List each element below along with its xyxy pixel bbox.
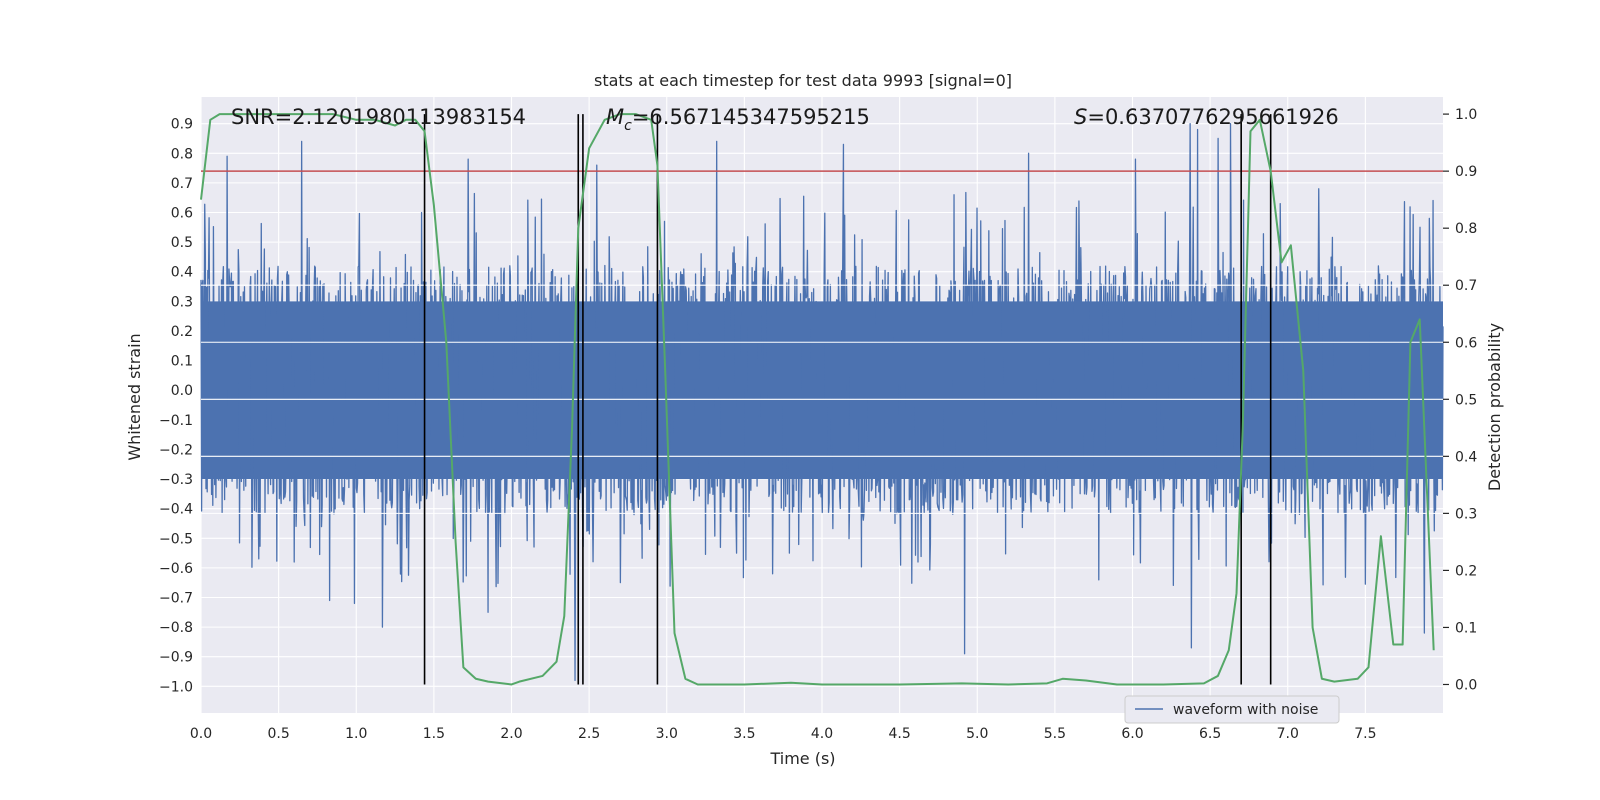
y-right-tick-label: 0.2 (1455, 563, 1477, 579)
y-left-tick-label: 0.1 (171, 354, 193, 370)
y-left-tick-label: 0.3 (171, 294, 193, 310)
x-tick-label: 2.5 (578, 726, 600, 742)
x-tick-label: 7.5 (1354, 726, 1376, 742)
x-tick-label: 1.0 (345, 726, 367, 742)
x-tick-label: 6.5 (1199, 726, 1221, 742)
y-left-tick-label: 0.4 (171, 265, 193, 281)
chirp-mass-subscript: c (624, 118, 632, 134)
y-left-tick-label: 0.6 (171, 206, 193, 222)
y-right-tick-label: 0.1 (1455, 620, 1477, 636)
y-left-tick-label: −0.9 (159, 650, 193, 666)
y-right-tick-label: 0.8 (1455, 221, 1477, 237)
chirp-mass-value: =6.567145347595215 (632, 105, 870, 129)
chirp-mass-symbol: M (606, 105, 624, 129)
y-left-tick-label: 0.7 (171, 176, 193, 192)
x-tick-label: 3.5 (733, 726, 755, 742)
x-tick-label: 4.0 (811, 726, 833, 742)
probability-line (200, 113, 1435, 686)
chart-title: stats at each timestep for test data 999… (594, 71, 1012, 90)
x-tick-label: 5.5 (1044, 726, 1066, 742)
y-left-tick-label: −0.5 (159, 531, 193, 547)
y-left-tick-label: −0.4 (159, 502, 193, 518)
waveform-line (200, 123, 1444, 682)
y-right-tick-label: 0.3 (1455, 506, 1477, 522)
y-left-tick-label: −0.6 (159, 561, 193, 577)
y-right-tick-label: 0.6 (1455, 335, 1477, 351)
legend-box (1124, 695, 1340, 724)
spin-value: =0.6370776295661926 (1087, 105, 1338, 129)
x-tick-label: 4.5 (888, 726, 910, 742)
y-right-tick-label: 0.5 (1455, 392, 1477, 408)
chirp-mass-annotation: Mc=6.567145347595215 (606, 105, 870, 134)
waveform-series (200, 123, 1444, 682)
y-right-tick-label: 1.0 (1455, 107, 1477, 123)
x-tick-label: 1.5 (423, 726, 445, 742)
y-axis-label-right: Detection probability (1485, 323, 1504, 491)
y-left-tick-label: 0.2 (171, 324, 193, 340)
x-axis-label: Time (s) (769, 749, 835, 768)
x-tick-label: 0.0 (190, 726, 212, 742)
spin-annotation: S=0.6370776295661926 (1074, 105, 1339, 129)
spin-symbol: S (1074, 105, 1087, 129)
y-left-tick-label: −0.3 (159, 472, 193, 488)
snr-annotation: SNR=2.1201980113983154 (231, 105, 526, 129)
y-right-tick-label: 0.7 (1455, 278, 1477, 294)
y-right-tick-label: 0.4 (1455, 449, 1477, 465)
y-left-tick-label: −0.2 (159, 442, 193, 458)
threshold-line (201, 170, 1443, 514)
y-left-tick-label: −0.1 (159, 413, 193, 429)
y-left-tick-label: −0.8 (159, 620, 193, 636)
x-tick-label: 3.0 (656, 726, 678, 742)
x-tick-label: 0.5 (267, 726, 289, 742)
legend-label: waveform with noise (1173, 702, 1318, 718)
axes: 0.0 0.5 1.0 1.5 2.0 2.5 3.0 3.5 4.0 4.5 5.0 5.5 6.0 6… (159, 107, 1477, 742)
x-tick-label: 7.0 (1277, 726, 1299, 742)
y-right-tick-label: 0.0 (1455, 677, 1477, 693)
y-left-tick-label: −0.7 (159, 591, 193, 607)
y-left-tick-label: 0.0 (171, 383, 193, 399)
y-left-tick-label: −1.0 (159, 679, 193, 695)
y-left-tick-label: 0.5 (171, 235, 193, 251)
y-left-tick-label: 0.9 (171, 117, 193, 133)
y-left-tick-label: 0.8 (171, 146, 193, 162)
x-tick-label: 5.0 (966, 726, 988, 742)
x-tick-label: 6.0 (1121, 726, 1143, 742)
vertical-markers (423, 114, 1272, 685)
y-right-tick-label: 0.9 (1455, 164, 1477, 180)
probability-series (200, 113, 1435, 686)
y-axis-label-left: Whitened strain (125, 333, 144, 460)
x-tick-label: 2.0 (500, 726, 522, 742)
legend: waveform with noise (1124, 695, 1340, 724)
